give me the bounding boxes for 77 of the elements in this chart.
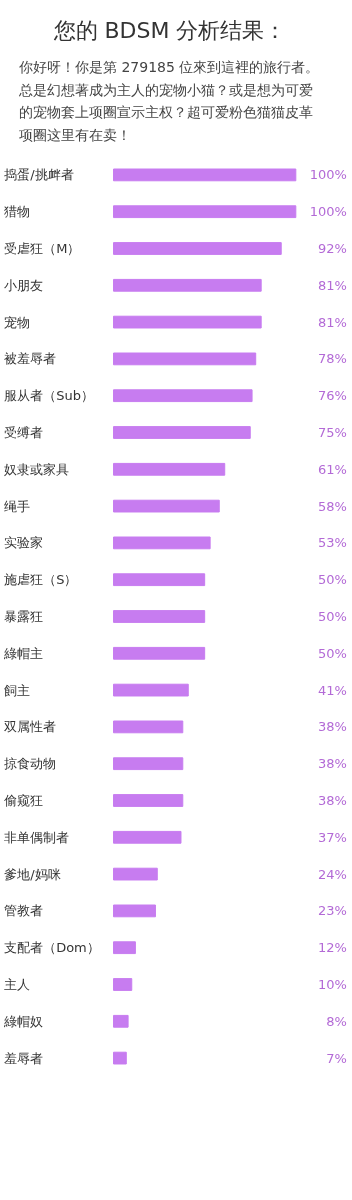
data-label: 24% <box>317 866 347 882</box>
bar <box>113 536 211 550</box>
data-label: 75% <box>317 424 347 440</box>
y-tick-label: 偷窥狂 <box>4 792 44 808</box>
bar <box>113 646 206 660</box>
y-tick-label: 实验家 <box>4 535 44 551</box>
bar <box>113 830 182 844</box>
bar <box>113 315 262 329</box>
bar <box>113 499 220 513</box>
data-label: 61% <box>317 461 347 477</box>
chart-title: 您的 BDSM 分析结果： <box>53 17 287 45</box>
data-label: 50% <box>317 572 347 588</box>
data-label: 38% <box>317 792 347 808</box>
bar <box>113 1051 127 1065</box>
data-label: 37% <box>317 829 347 845</box>
y-tick-label: 猎物 <box>4 204 31 220</box>
bar <box>113 205 297 219</box>
y-tick-label: 小朋友 <box>4 277 44 293</box>
y-tick-label: 綠帽奴 <box>3 1013 44 1029</box>
data-label: 23% <box>317 903 347 919</box>
bar <box>113 462 226 476</box>
y-tick-label: 双属性者 <box>4 719 57 735</box>
data-label: 38% <box>317 756 347 772</box>
data-label: 92% <box>317 240 347 256</box>
data-label: 50% <box>317 608 347 624</box>
y-tick-label: 飼主 <box>4 682 31 698</box>
data-label: 81% <box>317 277 347 293</box>
y-tick-label: 羞辱者 <box>4 1050 44 1066</box>
y-tick-label: 捣蛋/挑衅者 <box>4 167 74 183</box>
bar <box>113 573 206 587</box>
y-tick-label: 施虐狂（S） <box>4 572 78 588</box>
data-label: 53% <box>317 535 347 551</box>
data-label: 58% <box>317 498 347 514</box>
bar <box>113 242 282 255</box>
bar <box>113 278 262 292</box>
bar <box>113 683 189 697</box>
data-label: 8% <box>326 1013 347 1029</box>
data-label: 76% <box>317 388 347 404</box>
y-tick-label: 受缚者 <box>4 424 44 440</box>
bar <box>113 352 257 366</box>
bar <box>113 168 297 182</box>
y-tick-label: 绳手 <box>4 498 31 514</box>
bar <box>113 904 156 918</box>
data-label: 81% <box>317 314 347 330</box>
bar <box>113 389 253 403</box>
data-label: 12% <box>317 940 347 956</box>
y-tick-label: 暴露狂 <box>4 608 44 624</box>
chart-subtitle: 你好呀！你是第 279185 位來到這裡的旅行者。总是幻想著成为主人的宠物小猫？或是想为可爱的宠物套上项圈宣示主权？超可爱粉色猫猫皮革项圈这里有在卖！ <box>19 58 321 145</box>
y-tick-label: 奴隶或家具 <box>4 461 70 477</box>
data-label: 100% <box>309 167 347 183</box>
y-tick-label: 宠物 <box>4 314 31 330</box>
y-tick-label: 服从者（Sub） <box>4 388 94 404</box>
y-tick-label: 非单偶制者 <box>4 829 70 845</box>
data-label: 41% <box>317 682 347 698</box>
data-label: 7% <box>326 1050 347 1066</box>
y-tick-label: 支配者（Dom） <box>4 940 100 956</box>
y-tick-label: 受虐狂（M） <box>4 240 81 256</box>
data-label: 50% <box>317 645 347 661</box>
bar <box>113 610 206 623</box>
bar <box>113 978 133 991</box>
y-tick-label: 管教者 <box>4 903 44 919</box>
y-tick-label: 爹地/妈咪 <box>4 866 61 882</box>
bar <box>113 1014 129 1028</box>
bar <box>113 426 251 439</box>
data-label: 38% <box>317 719 347 735</box>
bar <box>113 867 158 881</box>
bar <box>113 941 136 955</box>
y-tick-label: 主人 <box>4 976 31 992</box>
bar <box>113 794 184 807</box>
data-label: 100% <box>309 204 347 220</box>
data-label: 78% <box>317 351 347 367</box>
bar <box>113 720 184 734</box>
y-tick-label: 被羞辱者 <box>4 351 57 367</box>
y-tick-label: 掠食动物 <box>4 756 57 772</box>
data-label: 10% <box>317 976 347 992</box>
bar <box>113 757 184 771</box>
y-tick-label: 綠帽主 <box>3 645 44 661</box>
